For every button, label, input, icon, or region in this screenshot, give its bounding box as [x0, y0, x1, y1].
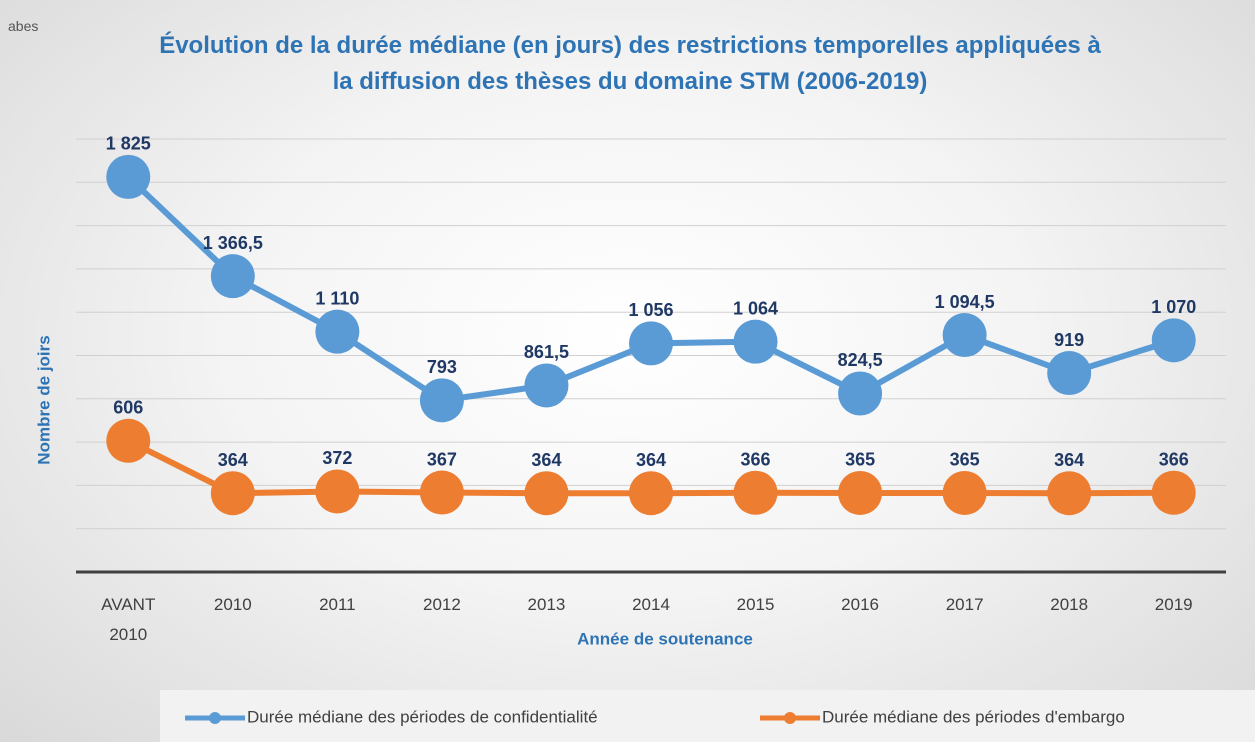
- data-label: 919: [1054, 330, 1084, 350]
- legend-marker: [209, 712, 221, 724]
- data-label: 364: [636, 450, 666, 470]
- point: [210, 471, 255, 516]
- data-label: 1 070: [1151, 297, 1196, 317]
- point: [942, 470, 987, 515]
- data-label: 1 094,5: [935, 292, 995, 312]
- y-axis-label: Nombre de joirs: [34, 335, 53, 464]
- data-label: 1 056: [628, 300, 673, 320]
- point: [106, 154, 151, 199]
- x-tick-label: 2011: [319, 595, 356, 614]
- data-label: 364: [218, 450, 248, 470]
- data-label: 824,5: [838, 350, 883, 370]
- x-axis-label: Année de soutenance: [577, 629, 753, 648]
- legend-background: [160, 690, 1255, 742]
- chart-title: Évolution de la durée médiane (en jours)…: [159, 32, 1101, 95]
- x-tick-label: 2015: [736, 595, 775, 614]
- point: [838, 470, 883, 515]
- x-tick-label: AVANT 2010: [101, 595, 156, 644]
- logo: abes: [8, 18, 39, 34]
- x-tick-label: 2016: [841, 595, 879, 614]
- point: [838, 371, 883, 416]
- point: [1151, 318, 1196, 363]
- data-label: 366: [741, 450, 771, 470]
- x-tick-label: 2017: [945, 595, 984, 614]
- point: [315, 309, 360, 354]
- data-label: 1 366,5: [203, 233, 263, 253]
- point: [524, 471, 569, 516]
- point: [419, 470, 464, 515]
- point: [1047, 471, 1092, 516]
- point: [733, 470, 778, 515]
- x-tick-label: 2013: [527, 595, 566, 614]
- data-label: 365: [950, 450, 980, 470]
- data-label: 364: [1054, 450, 1084, 470]
- data-label: 365: [845, 450, 875, 470]
- x-tick-label: 2012: [422, 595, 461, 614]
- point: [419, 378, 464, 423]
- x-tick-label: 2010: [213, 595, 252, 614]
- data-label: 606: [113, 398, 143, 418]
- point: [942, 313, 987, 358]
- point: [1151, 470, 1196, 515]
- point: [210, 254, 255, 299]
- point: [629, 471, 673, 516]
- point: [524, 363, 569, 408]
- data-label: 861,5: [524, 342, 569, 362]
- point: [106, 418, 151, 463]
- legend-label: Durée médiane des périodes d'embargo: [822, 707, 1125, 726]
- data-label: 364: [531, 450, 561, 470]
- data-label: 366: [1159, 450, 1189, 470]
- data-label: 1 110: [315, 288, 359, 308]
- data-label: 367: [427, 449, 457, 469]
- legend-marker: [784, 712, 796, 724]
- point: [629, 321, 673, 366]
- x-tick-label: 2019: [1154, 595, 1193, 614]
- point: [315, 469, 360, 514]
- series-line: [126, 174, 1175, 404]
- point: [733, 319, 778, 364]
- point: [1047, 351, 1092, 396]
- x-tick-label: 2018: [1050, 595, 1089, 614]
- data-label: 793: [427, 357, 457, 377]
- data-label: 1 825: [106, 134, 151, 154]
- legend-label: Durée médiane des périodes de confidenti…: [247, 707, 598, 726]
- data-label: 372: [322, 448, 352, 468]
- x-tick-label: 2014: [632, 595, 670, 614]
- data-label: 1 064: [733, 298, 778, 318]
